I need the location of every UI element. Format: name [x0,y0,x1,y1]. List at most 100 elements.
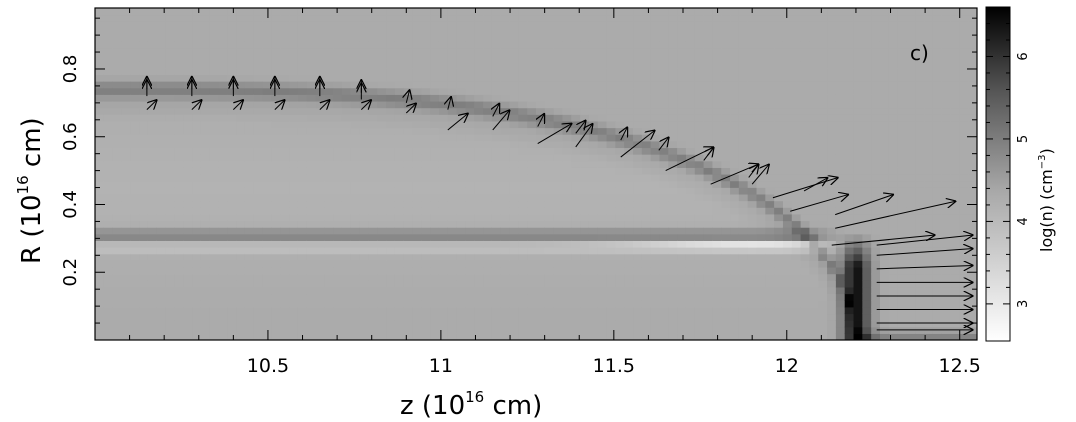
heatmap-cell [341,320,352,328]
heatmap-cell [536,300,546,308]
heatmap-cell [430,87,440,95]
heatmap-cell [209,174,220,182]
heatmap-cell [968,240,977,248]
heatmap-cell [306,21,317,29]
heatmap-cell [641,180,652,188]
heatmap-cell [774,227,784,235]
heatmap-cell [703,180,713,188]
heatmap-cell [280,320,290,328]
heatmap-cell [447,67,458,75]
heatmap-cell [438,114,449,122]
heatmap-cell [156,187,167,195]
heatmap-cell [782,67,793,75]
heatmap-cell [394,193,405,202]
heatmap-cell [835,81,846,89]
heatmap-cell [438,154,449,162]
heatmap-cell [483,114,493,122]
heatmap-cell [456,293,467,301]
heatmap-cell [315,160,325,168]
heatmap-cell [597,140,608,149]
heatmap-cell [474,326,484,334]
heatmap-cell [827,160,837,168]
heatmap-cell [615,41,625,49]
heatmap-cell [915,233,925,241]
heatmap-cell [483,21,493,29]
heatmap-cell [633,233,643,241]
heatmap-cell [827,127,837,135]
heatmap-cell [518,193,528,202]
heatmap-cell [447,240,458,248]
heatmap-cell [244,333,255,340]
heatmap-cell [262,333,272,340]
heatmap-cell [544,94,555,102]
heatmap-cell [553,114,564,122]
heatmap-cell [756,220,766,228]
heatmap-cell [809,61,819,69]
heatmap-cell [844,54,855,62]
heatmap-cell [236,94,246,102]
heatmap-cell [200,220,211,228]
heatmap-cell [139,180,149,188]
heatmap-cell [262,94,272,102]
heatmap-cell [236,240,246,248]
heatmap-cell [465,333,475,340]
heatmap-cell [350,227,361,235]
heatmap-cell [624,240,634,248]
heatmap-cell [315,273,325,281]
heatmap-cell [324,160,334,168]
heatmap-cell [165,47,175,56]
heatmap-cell [236,207,246,215]
heatmap-cell [333,14,343,22]
heatmap-cell [333,67,343,75]
heatmap-cell [924,94,934,102]
heatmap-cell [694,154,705,162]
heatmap-cell [703,273,713,281]
heatmap-cell [879,87,890,95]
heatmap-cell [386,47,396,56]
heatmap-cell [368,27,378,36]
heatmap-cell [244,280,255,288]
heatmap-cell [668,247,678,255]
heatmap-cell [712,306,722,315]
heatmap-cell [103,306,114,315]
heatmap-cell [377,107,387,115]
heatmap-cell [156,180,167,188]
heatmap-cell [297,14,308,22]
heatmap-cell [183,213,193,222]
heatmap-cell [624,140,634,149]
heatmap-cell [756,207,766,215]
heatmap-cell [624,67,634,75]
heatmap-cell [685,81,696,89]
heatmap-cell [394,41,405,49]
heatmap-cell [685,320,696,328]
heatmap-cell [227,286,237,295]
heatmap-cell [597,207,608,215]
heatmap-cell [694,87,705,95]
heatmap-cell [588,134,599,142]
heatmap-cell [571,160,581,168]
heatmap-cell [800,107,811,115]
heatmap-cell [774,306,784,315]
heatmap-cell [192,180,202,188]
heatmap-cell [130,207,140,215]
heatmap-cell [368,140,378,149]
heatmap-cell [139,34,149,42]
heatmap-cell [765,47,775,56]
heatmap-cell [562,41,572,49]
heatmap-cell [932,180,943,188]
heatmap-cell [491,41,502,49]
heatmap-cell [500,247,511,255]
heatmap-cell [465,273,475,281]
heatmap-cell [668,94,678,102]
heatmap-cell [879,47,890,56]
heatmap-cell [121,54,131,62]
heatmap-cell [518,240,528,248]
heatmap-cell [756,87,766,95]
heatmap-cell [341,300,352,308]
heatmap-cell [165,27,175,36]
heatmap-cell [782,253,793,261]
heatmap-cell [465,227,475,235]
heatmap-cell [871,167,881,175]
heatmap-cell [853,94,863,102]
heatmap-cell [386,61,396,69]
